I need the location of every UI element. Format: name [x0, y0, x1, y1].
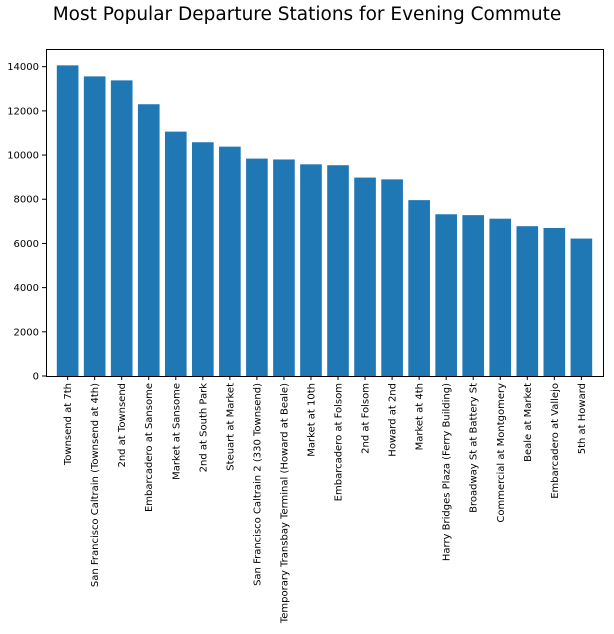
x-tick-label: Harry Bridges Plaza (Ferry Building)	[442, 383, 453, 561]
x-tick-label: 2nd at Townsend	[117, 383, 128, 468]
y-tick-label: 0	[33, 372, 39, 383]
bar	[408, 200, 430, 376]
y-tick-label: 8000	[14, 195, 39, 206]
bars-layer	[56, 65, 593, 377]
bar	[246, 158, 268, 376]
x-tick-label: Market at 4th	[415, 383, 426, 450]
bar	[273, 159, 295, 376]
bar	[354, 177, 376, 376]
x-tick-label: 2nd at South Park	[198, 383, 209, 473]
x-axis: Townsend at 7th San Francisco Caltrain (T…	[63, 376, 588, 624]
x-tick-label: San Francisco Caltrain 2 (330 Townsend)	[252, 383, 263, 586]
bar	[435, 214, 457, 376]
x-tick-label: Townsend at 7th	[63, 383, 74, 466]
x-tick-label: Beale at Market	[523, 383, 534, 462]
y-tick-label: 2000	[14, 327, 39, 338]
y-tick-label: 12000	[7, 106, 39, 117]
bar	[110, 80, 133, 376]
bar	[516, 226, 539, 376]
bar	[192, 142, 214, 376]
y-tick-label: 4000	[14, 283, 39, 294]
bar	[381, 179, 403, 376]
bar	[56, 65, 79, 376]
y-axis: 0 2000 4000 6000 8000 10000 12000 14000	[7, 62, 46, 383]
bar	[462, 215, 485, 376]
x-tick-label: Commercial at Montgomery	[496, 383, 507, 523]
x-tick-label: Temporary Transbay Terminal (Howard at B…	[279, 383, 290, 624]
bar	[164, 131, 187, 376]
y-tick-label: 10000	[7, 151, 39, 162]
bar	[543, 227, 566, 376]
x-tick-label: 2nd at Folsom	[361, 383, 372, 454]
y-tick-label: 14000	[7, 62, 39, 73]
x-tick-label: 5th at Howard	[577, 383, 588, 454]
x-tick-label: Embarcadero at Folsom	[334, 383, 345, 501]
bar	[327, 165, 349, 376]
bar	[489, 218, 512, 376]
x-tick-label: Steuart at Market	[225, 383, 236, 471]
bar	[300, 164, 322, 376]
bar	[137, 104, 160, 377]
x-tick-label: Howard at 2nd	[388, 383, 399, 457]
bar	[83, 76, 106, 376]
plot-frame	[46, 49, 604, 377]
bar	[219, 146, 241, 376]
x-tick-label: Embarcadero at Vallejo	[550, 383, 561, 499]
x-tick-label: Market at Sansome	[171, 383, 182, 480]
x-tick-label: Broadway St at Battery St	[469, 383, 480, 513]
x-tick-label: Embarcadero at Sansome	[144, 383, 155, 512]
x-tick-label: San Francisco Caltrain (Townsend at 4th)	[90, 383, 101, 587]
x-tick-label: Market at 10th	[306, 383, 317, 457]
chart-title: Most Popular Departure Stations for Even…	[52, 4, 562, 25]
y-tick-label: 6000	[14, 239, 39, 250]
bar	[570, 238, 593, 376]
